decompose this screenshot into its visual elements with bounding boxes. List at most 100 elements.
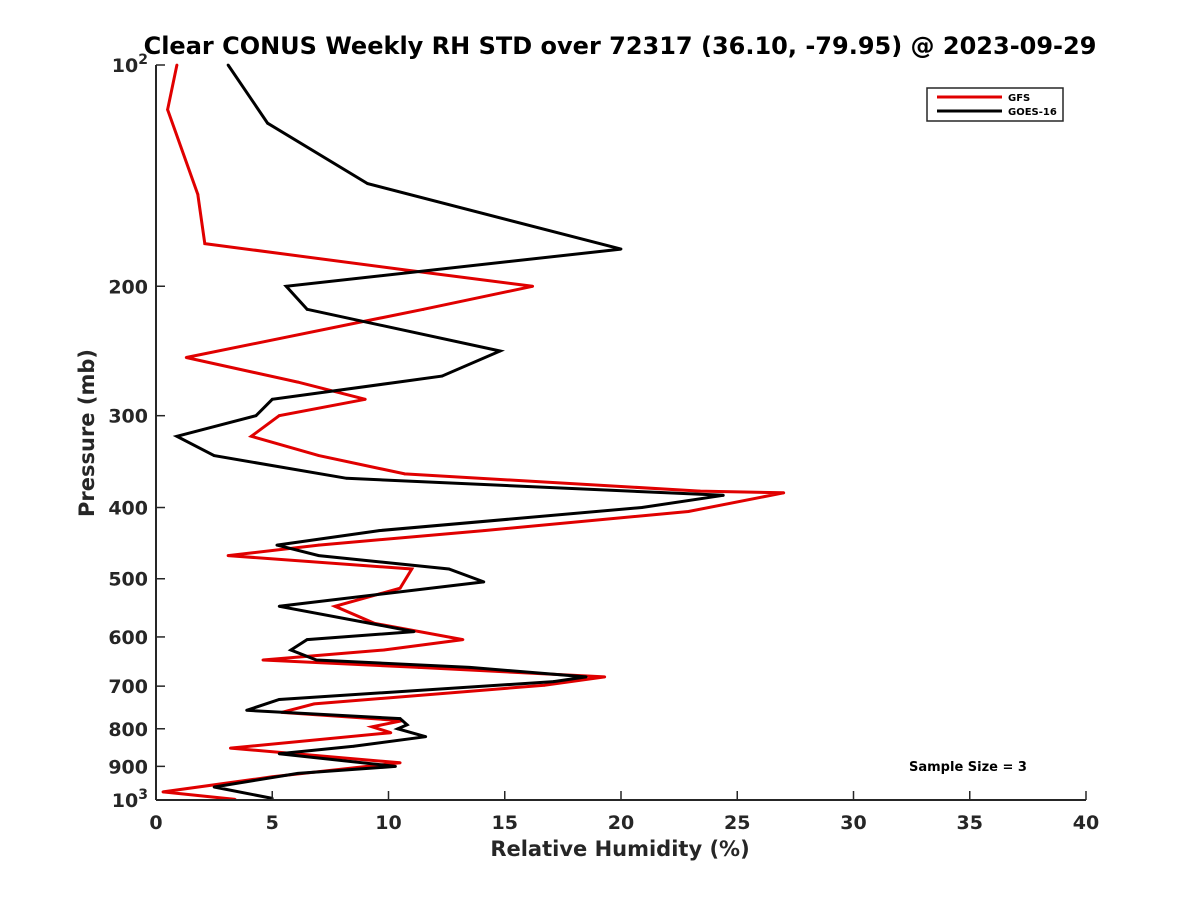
goes-16-point xyxy=(266,121,269,125)
gfs-point xyxy=(161,790,165,794)
gfs-point xyxy=(389,731,393,735)
goes-16-point xyxy=(317,554,321,557)
y-tick-label: 900 xyxy=(108,756,148,778)
gfs-point xyxy=(370,725,374,729)
chart-legend: GFS GOES-16 xyxy=(926,87,1064,122)
gfs-point xyxy=(382,648,386,652)
y-tick-label: 600 xyxy=(108,627,148,649)
gfs-point xyxy=(249,434,253,438)
gfs-point xyxy=(333,604,337,608)
goes-16-point xyxy=(394,764,397,768)
sample-size-annotation: Sample Size = 3 xyxy=(909,760,1027,775)
y-tick-label: 103 xyxy=(112,787,148,812)
goes-16-point xyxy=(352,744,356,748)
legend-label-goes-16: GOES-16 xyxy=(1008,107,1057,118)
goes-16-point xyxy=(721,493,725,497)
goes-16-point xyxy=(366,182,369,186)
goes-16-point xyxy=(254,414,258,418)
goes-16-line xyxy=(172,64,724,800)
goes-16-point xyxy=(212,454,216,458)
gfs-point xyxy=(363,397,367,401)
goes-16-point xyxy=(424,735,428,739)
goes-16-point xyxy=(552,680,555,683)
y-tick-label: 300 xyxy=(108,406,148,428)
goes-16-point xyxy=(175,434,179,438)
gfs-point xyxy=(175,63,179,67)
goes-16-point xyxy=(619,247,623,251)
goes-16-point xyxy=(468,665,472,669)
x-axis: 0 5 10 15 20 25 30 35 40 xyxy=(149,791,1099,834)
chart-title: Clear CONUS Weekly RH STD over 72317 (36… xyxy=(144,32,1097,60)
goes-16-point xyxy=(212,785,216,789)
goes-16-point xyxy=(405,723,409,727)
goes-16-point xyxy=(398,717,402,721)
gfs-point xyxy=(410,567,414,571)
y-tick-label: 200 xyxy=(108,276,148,298)
x-tick-label: 10 xyxy=(375,812,401,834)
y-tick-label: 102 xyxy=(112,52,148,77)
goes-16-point xyxy=(482,580,486,584)
x-tick-label: 35 xyxy=(957,812,983,834)
goes-16-point xyxy=(277,752,281,756)
x-tick-label: 20 xyxy=(608,812,634,834)
gfs-point xyxy=(461,638,465,641)
goes-16-point xyxy=(412,630,416,633)
goes-16-point xyxy=(447,567,451,571)
legend-label-gfs: GFS xyxy=(1008,93,1030,104)
goes-16-point xyxy=(315,658,318,662)
gfs-point xyxy=(417,665,421,669)
gfs-point xyxy=(603,675,607,679)
goes-16-point xyxy=(377,529,381,532)
goes-16-point xyxy=(277,698,281,701)
gfs-point xyxy=(421,307,425,311)
goes-16-point xyxy=(584,675,588,679)
goes-16-point xyxy=(498,349,502,353)
gfs-point xyxy=(317,543,321,547)
gfs-point xyxy=(261,658,265,662)
gfs-point xyxy=(687,510,690,513)
x-axis-label: Relative Humidity (%) xyxy=(490,837,749,861)
gfs-point xyxy=(531,284,535,288)
goes-16-point xyxy=(305,307,309,311)
goes-16-point xyxy=(245,708,249,712)
gfs-point xyxy=(196,193,200,196)
gfs-point xyxy=(698,489,702,493)
gfs-point xyxy=(203,242,207,246)
gfs-point xyxy=(226,554,230,557)
gfs-point xyxy=(312,702,316,706)
goes-16-point xyxy=(345,476,349,480)
gfs-point xyxy=(782,491,786,495)
gfs-point xyxy=(277,414,281,418)
plot-area xyxy=(161,63,786,801)
y-tick-label: 500 xyxy=(108,569,148,591)
x-tick-label: 15 xyxy=(492,812,518,834)
y-axis-label: Pressure (mb) xyxy=(75,349,99,517)
goes-16-point xyxy=(640,506,644,509)
x-tick-label: 40 xyxy=(1073,812,1099,834)
goes-16-point xyxy=(289,648,293,652)
goes-16-point xyxy=(284,284,288,288)
x-tick-label: 5 xyxy=(266,812,279,834)
y-tick-label: 400 xyxy=(108,498,148,520)
goes-16-point xyxy=(226,63,230,67)
gfs-point xyxy=(398,761,402,765)
y-tick-label: 700 xyxy=(108,676,148,698)
gfs-point xyxy=(296,380,300,384)
gfs-point xyxy=(398,586,402,590)
x-tick-label: 0 xyxy=(149,812,162,834)
goes-16-point xyxy=(275,543,279,547)
gfs-point xyxy=(166,108,170,112)
gfs-point xyxy=(482,529,486,532)
legend-box xyxy=(926,87,1064,122)
x-tick-label: 25 xyxy=(724,812,750,834)
goes-16-point xyxy=(277,604,281,608)
goes-16-point xyxy=(270,397,274,401)
gfs-line xyxy=(162,64,785,801)
y-axis: 102 200 300 400 500 600 700 800 900 103 xyxy=(108,52,165,812)
goes-16-point xyxy=(296,771,300,775)
y-tick-label: 800 xyxy=(108,719,148,741)
gfs-point xyxy=(403,268,407,272)
gfs-point xyxy=(403,472,407,476)
